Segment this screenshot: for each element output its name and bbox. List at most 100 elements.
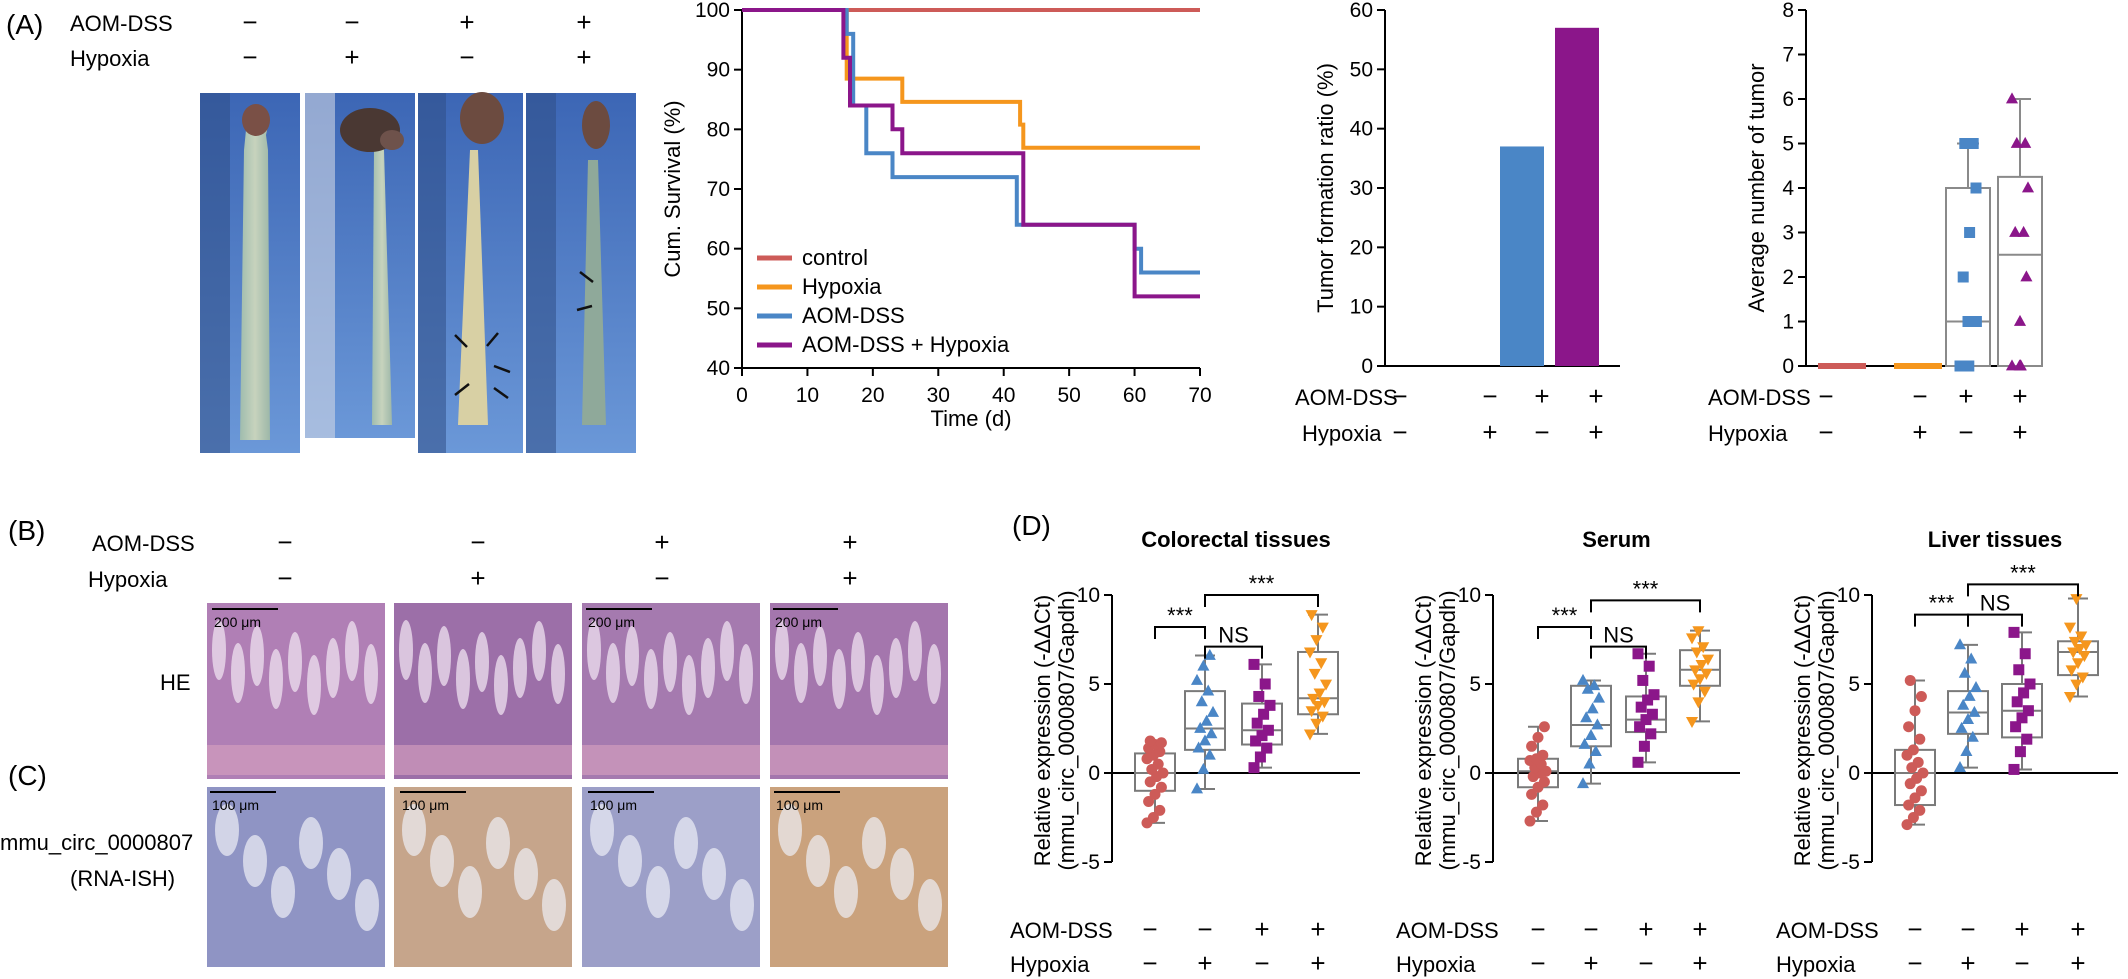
significance-bracket: [1914, 613, 1969, 627]
data-point: [1310, 635, 1323, 647]
tumor-ratio-chart: 0 10 20 30 40 50 60 Tumor formation ratio (%): [1313, 0, 1620, 378]
data-point: [2018, 687, 2030, 699]
ish-row-label-1: mmu_circ_0000807: [0, 830, 193, 855]
significance-bracket: [1154, 626, 1206, 640]
data-point: [2070, 594, 2083, 606]
sign: −: [1818, 417, 1833, 447]
data-point: [1903, 799, 1915, 811]
sign: +: [1958, 381, 1973, 411]
significance-bracket: [1967, 613, 2023, 627]
data-point: [1646, 708, 1658, 720]
significance-label: ***: [1929, 591, 1955, 616]
data-point: [1695, 660, 1708, 672]
sign: −: [277, 563, 292, 593]
y-axis-label: Relative expression (-ΔΔCt): [1790, 595, 1815, 866]
data-point: [2005, 92, 2019, 104]
y-tick-label: 30: [1350, 177, 1373, 200]
gland: [889, 638, 903, 698]
data-point: [1634, 721, 1646, 733]
sign: +: [1583, 948, 1598, 978]
y-tick-label: 20: [1350, 236, 1373, 259]
sign: +: [1638, 914, 1653, 944]
scale-label: 200 μm: [775, 614, 822, 630]
sign: −: [277, 527, 292, 557]
data-point: [1524, 815, 1536, 827]
data-point: [1530, 806, 1542, 818]
data-point: [2011, 696, 2023, 708]
data-point: [1307, 693, 1320, 705]
data-point: [1264, 699, 1276, 711]
gland: [288, 632, 302, 692]
gland: [458, 866, 482, 918]
sign: +: [1588, 417, 1603, 447]
significance-bracket: [1204, 645, 1263, 659]
gland: [587, 620, 601, 680]
data-point: [1907, 744, 1919, 756]
scale-label: 100 μm: [776, 797, 823, 813]
gland: [551, 644, 565, 704]
data-point: [1693, 674, 1707, 686]
data-point: [1584, 729, 1598, 741]
data-point: [1637, 674, 1649, 686]
gland: [513, 638, 527, 698]
panel-label-a: (A): [6, 9, 43, 40]
gland: [927, 644, 941, 704]
y-tick-label: 5: [1088, 673, 1100, 696]
data-point: [1640, 714, 1652, 726]
data-point: [2070, 679, 2083, 691]
gland: [437, 626, 451, 686]
scale-label: 100 μm: [212, 797, 259, 813]
legend-label: Hypoxia: [802, 274, 882, 299]
data-point: [2067, 647, 2080, 659]
y-tick-label: 5: [1469, 673, 1481, 696]
box: [1997, 175, 2043, 367]
sign: −: [1958, 417, 1973, 447]
data-point: [1962, 316, 1974, 327]
sign: +: [842, 527, 857, 557]
data-point: [1154, 804, 1166, 816]
data-point: [1648, 689, 1660, 701]
gland: [606, 643, 620, 703]
gland: [326, 638, 340, 698]
data-point: [1576, 777, 1590, 789]
y-tick-label: 10: [1350, 296, 1373, 319]
sign: −: [1392, 381, 1407, 411]
data-point: [1583, 757, 1596, 769]
significance-bracket: [1537, 626, 1592, 640]
data-point: [2014, 746, 2026, 758]
y-tick-label: 40: [1350, 118, 1373, 141]
sign: +: [1197, 948, 1212, 978]
data-point: [1963, 689, 1976, 701]
data-point: [1954, 360, 1966, 372]
y-tick-label: 10: [1837, 584, 1860, 607]
data-point: [1256, 730, 1268, 742]
liver-expression-chart: -5 0 5 10 Liver tissues Relative expression (…: [1790, 527, 2118, 874]
gland: [625, 626, 639, 686]
significance-bracket: [1204, 594, 1319, 607]
y-axis-label: Relative expression (-ΔΔCt): [1030, 595, 1055, 866]
gland: [618, 835, 642, 887]
data-point: [1692, 697, 1705, 709]
gland: [832, 649, 846, 709]
sign: +: [1912, 417, 1927, 447]
sign: +: [1482, 417, 1497, 447]
data-point: [2021, 733, 2033, 745]
data-point: [1526, 740, 1538, 752]
sign: +: [1692, 948, 1707, 978]
gland: [418, 643, 432, 703]
data-point: [1155, 781, 1167, 793]
gland: [212, 620, 226, 680]
y-tick-label: 10: [1458, 584, 1481, 607]
data-point: [1190, 782, 1204, 794]
data-point: [2013, 664, 2025, 676]
sign: +: [2070, 948, 2085, 978]
data-point: [2010, 136, 2023, 148]
aom-label-ratio: AOM-DSS: [1295, 385, 1398, 410]
gland: [851, 632, 865, 692]
data-point: [2076, 672, 2089, 684]
gland: [702, 848, 726, 900]
colon-photo: [200, 93, 300, 453]
scale-label: 100 μm: [590, 797, 637, 813]
data-point: [1960, 745, 1973, 757]
y-tick-label: 50: [707, 297, 730, 320]
